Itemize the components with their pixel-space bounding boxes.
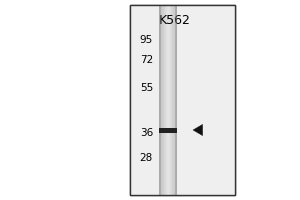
- Bar: [159, 5, 161, 195]
- Bar: [173, 5, 174, 195]
- Bar: [168, 5, 169, 195]
- Bar: [130, 5, 235, 195]
- Bar: [162, 5, 163, 195]
- Text: 55: 55: [140, 83, 153, 93]
- Bar: [175, 5, 177, 195]
- Text: 28: 28: [140, 153, 153, 163]
- Bar: [163, 5, 164, 195]
- Bar: [164, 5, 165, 195]
- Text: 72: 72: [140, 55, 153, 65]
- Bar: [169, 5, 170, 195]
- Bar: [167, 5, 168, 195]
- Bar: [174, 5, 175, 195]
- Bar: [170, 5, 171, 195]
- Bar: [159, 128, 177, 132]
- Text: K562: K562: [159, 14, 191, 27]
- Bar: [171, 5, 172, 195]
- Text: 36: 36: [140, 128, 153, 138]
- Bar: [172, 5, 173, 195]
- Bar: [169, 5, 170, 195]
- Bar: [130, 5, 235, 195]
- Bar: [165, 5, 166, 195]
- Bar: [177, 5, 178, 195]
- Text: 95: 95: [140, 35, 153, 45]
- Bar: [160, 5, 161, 195]
- Bar: [130, 5, 235, 195]
- Bar: [159, 5, 160, 195]
- Bar: [175, 5, 176, 195]
- Bar: [159, 5, 177, 195]
- Polygon shape: [193, 124, 202, 136]
- Bar: [176, 5, 177, 195]
- Bar: [161, 5, 162, 195]
